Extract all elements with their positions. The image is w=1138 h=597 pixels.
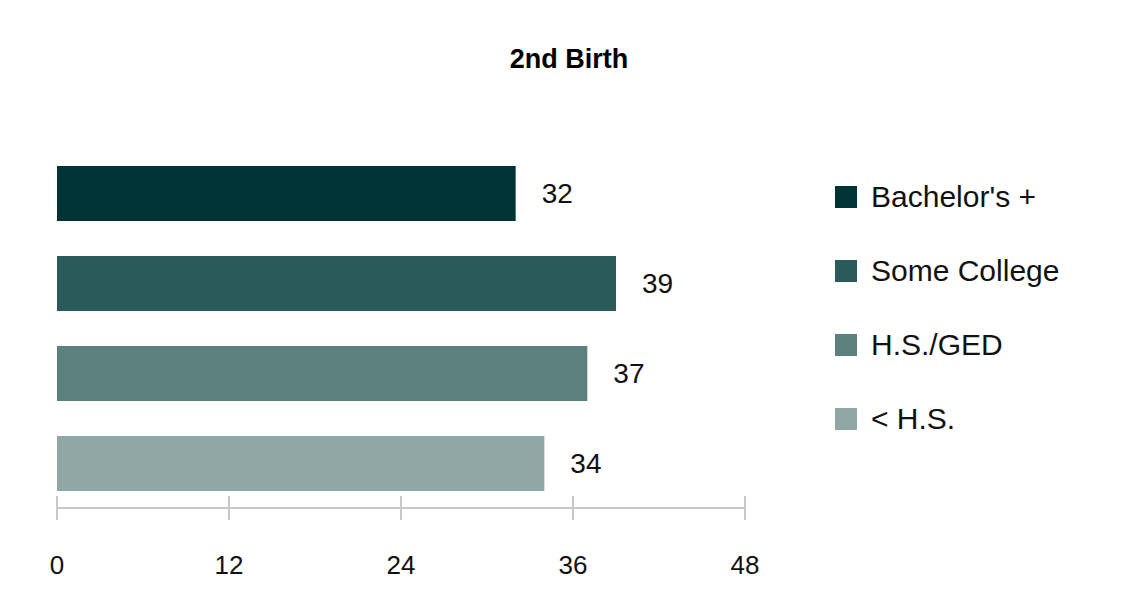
svg-text:24: 24 xyxy=(387,550,416,580)
html-text:Some College: Some College xyxy=(871,254,1060,287)
svg-text:12: 12 xyxy=(215,550,244,580)
html-text:2nd Birth: 2nd Birth xyxy=(509,44,629,74)
html-text:Bachelor's +: Bachelor's + xyxy=(871,180,1036,213)
html-text:H.S./GED: H.S./GED xyxy=(871,328,1003,361)
html-text:< H.S.: < H.S. xyxy=(871,402,956,435)
svg-text:48: 48 xyxy=(731,550,760,580)
svg-text:39: 39 xyxy=(642,268,673,299)
svg-text:0: 0 xyxy=(50,550,64,580)
svg-text:36: 36 xyxy=(559,550,588,580)
svg-text:32: 32 xyxy=(542,178,573,209)
svg-text:37: 37 xyxy=(613,358,644,389)
svg-text:34: 34 xyxy=(570,448,601,479)
